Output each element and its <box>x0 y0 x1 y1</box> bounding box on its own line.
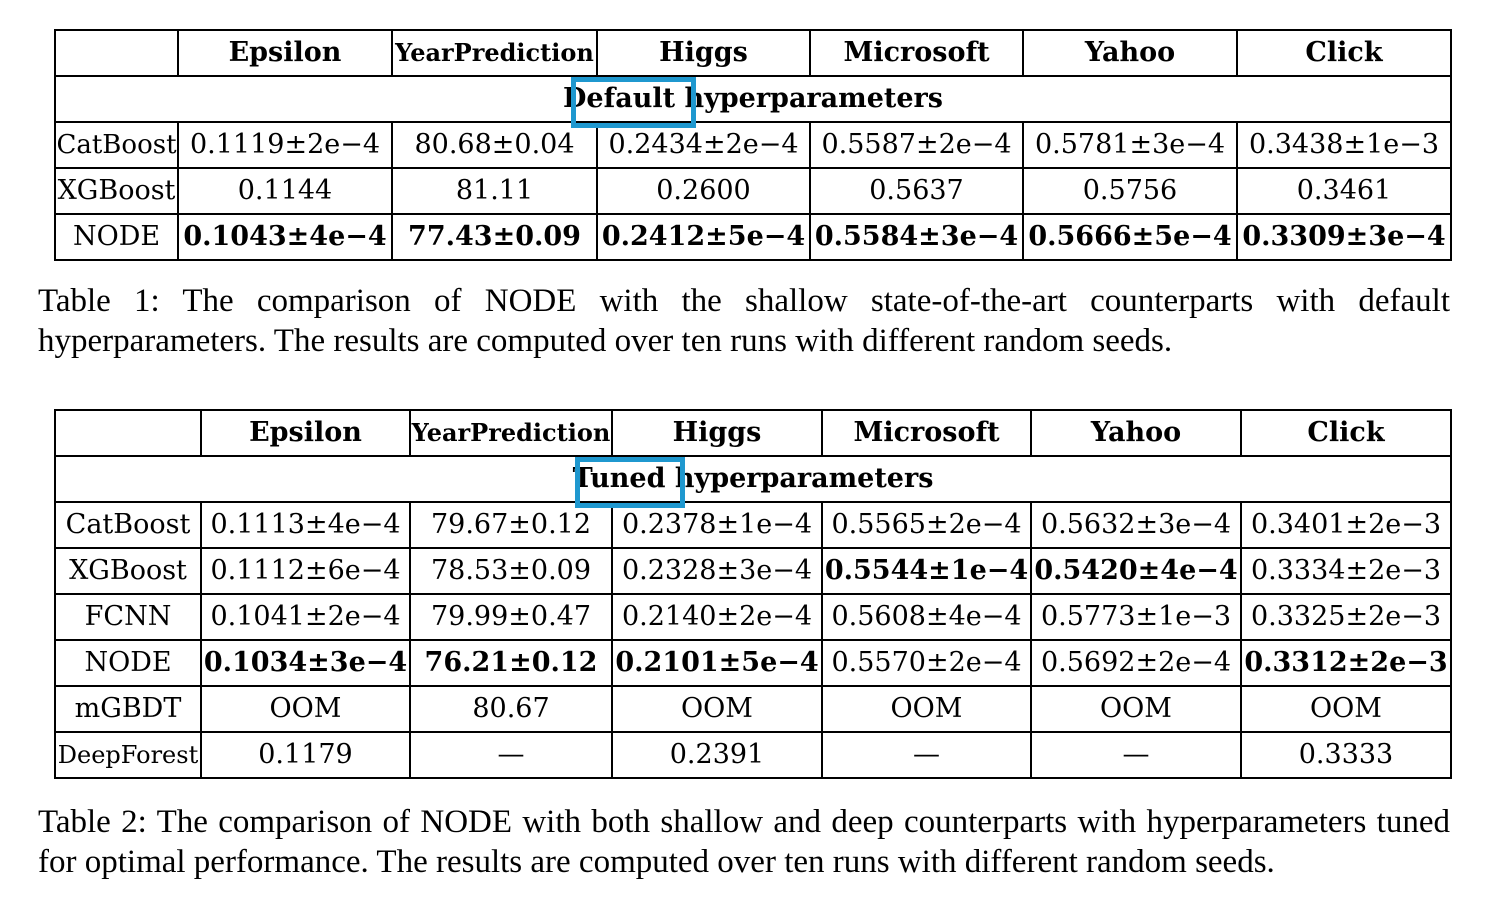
table-row: CatBoost 0.1113±4e−4 79.67±0.12 0.2378±1e−4… <box>54 501 1452 549</box>
table-row: XGBoost 0.1112±6e−4 78.53±0.09 0.2328±3e−4 0… <box>54 547 1452 595</box>
table1-header-cell <box>54 29 179 77</box>
table-row: mGBDT OOM 80.67 OOM OOM OOM OOM <box>54 685 1452 733</box>
table1-caption: Table 1: The comparison of NODE with the… <box>38 283 1450 359</box>
result-cell: 0.1179 <box>200 731 411 779</box>
result-cell: 0.3438±1e−3 <box>1236 121 1452 169</box>
result-cell: 0.5570±2e−4 <box>821 639 1032 687</box>
result-cell: — <box>409 731 613 779</box>
result-cell: OOM <box>200 685 411 733</box>
result-cell: 0.5544±1e−4 <box>821 547 1032 595</box>
result-cell: 0.5420±4e−4 <box>1030 547 1242 595</box>
result-cell: 0.2328±3e−4 <box>611 547 823 595</box>
model-name-cell: CatBoost <box>54 501 202 549</box>
result-cell: 0.3312±2e−3 <box>1240 639 1452 687</box>
table2-header-cell: Yahoo <box>1030 409 1242 457</box>
model-name-cell: mGBDT <box>54 685 202 733</box>
result-cell: 0.2600 <box>596 167 811 215</box>
table1-header-cell: YearPrediction <box>391 29 598 77</box>
table2-band-label: Tuned hyperparameters <box>54 455 1452 503</box>
result-cell: 76.21±0.12 <box>409 639 613 687</box>
result-cell: 0.5692±2e−4 <box>1030 639 1242 687</box>
table2-header-row: Epsilon YearPrediction Higgs Microsoft Y… <box>54 409 1452 457</box>
table1-band-row: Default hyperparameters <box>54 75 1452 123</box>
result-cell: 0.5584±3e−4 <box>809 213 1024 261</box>
result-cell: 0.2391 <box>611 731 823 779</box>
table-row: NODE 0.1034±3e−4 76.21±0.12 0.2101±5e−4 0.55… <box>54 639 1452 687</box>
result-cell: 0.3334±2e−3 <box>1240 547 1452 595</box>
result-cell: 0.3309±3e−4 <box>1236 213 1452 261</box>
result-cell: 79.99±0.47 <box>409 593 613 641</box>
table2-header-cell: Microsoft <box>821 409 1032 457</box>
result-cell: 80.67 <box>409 685 613 733</box>
model-name-cell: XGBoost <box>54 167 179 215</box>
result-cell: 0.5781±3e−4 <box>1022 121 1238 169</box>
table1-header-cell: Click <box>1236 29 1452 77</box>
table1-band-label: Default hyperparameters <box>54 75 1452 123</box>
table-row: NODE 0.1043±4e−4 77.43±0.09 0.2412±5e−4 0.55… <box>54 213 1452 261</box>
result-cell: 0.1043±4e−4 <box>177 213 393 261</box>
result-cell: 0.5666±5e−4 <box>1022 213 1238 261</box>
table1-header-row: Epsilon YearPrediction Higgs Microsoft Y… <box>54 29 1452 77</box>
result-cell: OOM <box>821 685 1032 733</box>
table-row: DeepForest 0.1179—0.2391— —0.3333 <box>54 731 1452 779</box>
result-cell: 0.2378±1e−4 <box>611 501 823 549</box>
table-row: CatBoost 0.1119±2e−4 80.68±0.04 0.2434±2e−4… <box>54 121 1452 169</box>
result-cell: 0.5632±3e−4 <box>1030 501 1242 549</box>
model-name-cell: DeepForest <box>54 731 202 779</box>
result-cell: — <box>821 731 1032 779</box>
model-name-cell: FCNN <box>54 593 202 641</box>
table2-header-cell <box>54 409 202 457</box>
table1-header-cell: Microsoft <box>809 29 1024 77</box>
result-cell: — <box>1030 731 1242 779</box>
result-cell: 0.3333 <box>1240 731 1452 779</box>
table1-body: CatBoost 0.1119±2e−4 80.68±0.04 0.2434±2e−4… <box>54 121 1452 261</box>
result-cell: 0.2101±5e−4 <box>611 639 823 687</box>
table2-caption: Table 2: The comparison of NODE with bot… <box>38 804 1450 880</box>
table2-band-row: Tuned hyperparameters <box>54 455 1452 503</box>
result-cell: 0.1113±4e−4 <box>200 501 411 549</box>
table2-header-cell: Higgs <box>611 409 823 457</box>
table2-header-cell: Click <box>1240 409 1452 457</box>
result-cell: 0.1041±2e−4 <box>200 593 411 641</box>
result-cell: 79.67±0.12 <box>409 501 613 549</box>
result-cell: 77.43±0.09 <box>391 213 598 261</box>
result-cell: 78.53±0.09 <box>409 547 613 595</box>
result-cell: 0.3325±2e−3 <box>1240 593 1452 641</box>
result-cell: 0.5608±4e−4 <box>821 593 1032 641</box>
results-table-default: Epsilon YearPrediction Higgs Microsoft Y… <box>54 29 1452 261</box>
result-cell: 0.1034±3e−4 <box>200 639 411 687</box>
result-cell: 0.2140±2e−4 <box>611 593 823 641</box>
result-cell: 0.5565±2e−4 <box>821 501 1032 549</box>
result-cell: 0.5756 <box>1022 167 1238 215</box>
model-name-cell: CatBoost <box>54 121 179 169</box>
result-cell: 0.2434±2e−4 <box>596 121 811 169</box>
table-row: XGBoost 0.1144 81.11 0.2600 0.5637 0.5756 0.34… <box>54 167 1452 215</box>
model-name-cell: NODE <box>54 639 202 687</box>
result-cell: 0.5587±2e−4 <box>809 121 1024 169</box>
table1-header-cell: Higgs <box>596 29 811 77</box>
table-row: FCNN 0.1041±2e−4 79.99±0.47 0.2140±2e−4 0.56… <box>54 593 1452 641</box>
result-cell: 0.2412±5e−4 <box>596 213 811 261</box>
result-cell: 0.5637 <box>809 167 1024 215</box>
result-cell: 81.11 <box>391 167 598 215</box>
results-table-tuned: Epsilon YearPrediction Higgs Microsoft Y… <box>54 409 1452 779</box>
table2-header-cell: YearPrediction <box>409 409 613 457</box>
result-cell: 0.1144 <box>177 167 393 215</box>
table2-body: CatBoost 0.1113±4e−4 79.67±0.12 0.2378±1e−4… <box>54 501 1452 779</box>
table2-header-cell: Epsilon <box>200 409 411 457</box>
result-cell: 0.1112±6e−4 <box>200 547 411 595</box>
result-cell: OOM <box>611 685 823 733</box>
result-cell: 0.3401±2e−3 <box>1240 501 1452 549</box>
result-cell: 0.3461 <box>1236 167 1452 215</box>
model-name-cell: XGBoost <box>54 547 202 595</box>
table1-header-cell: Epsilon <box>177 29 393 77</box>
table1-header-cell: Yahoo <box>1022 29 1238 77</box>
result-cell: 80.68±0.04 <box>391 121 598 169</box>
model-name-cell: NODE <box>54 213 179 261</box>
result-cell: 0.5773±1e−3 <box>1030 593 1242 641</box>
result-cell: OOM <box>1240 685 1452 733</box>
result-cell: 0.1119±2e−4 <box>177 121 393 169</box>
result-cell: OOM <box>1030 685 1242 733</box>
